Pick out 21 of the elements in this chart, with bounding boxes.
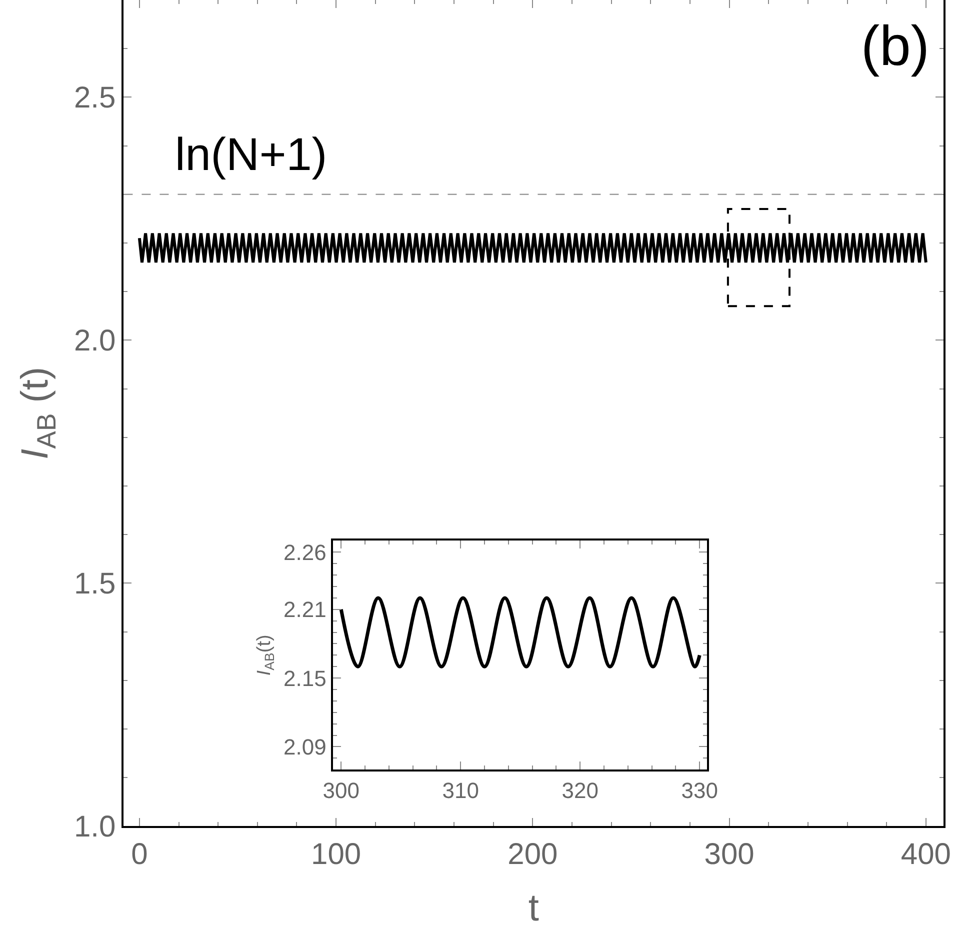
annotation: (b) [861, 14, 930, 77]
x-tick-label: 330 [681, 778, 718, 804]
x-tick-label: 0 [131, 838, 148, 872]
y-tick-label: 2.15 [284, 666, 326, 691]
y-tick-label: 1.0 [74, 810, 116, 844]
x-tick-label: 310 [442, 778, 479, 804]
ref-line-label: ln(N+1) [175, 128, 328, 180]
y-tick-label: 2.0 [74, 324, 116, 358]
x-tick-label: 320 [562, 778, 598, 804]
x-axis-title: t [528, 888, 540, 930]
x-tick-label: 200 [508, 838, 558, 872]
line-series [339, 596, 702, 668]
x-tick-label: 300 [322, 778, 360, 804]
y-tick-label: 2.09 [284, 734, 326, 760]
x-tick-label: 400 [900, 838, 951, 872]
x-tick-label: 300 [704, 838, 754, 872]
x-tick-label: 100 [311, 838, 362, 872]
y-tick-label: 2.21 [284, 597, 326, 622]
y-tick-label: 1.5 [74, 568, 116, 601]
y-tick-label: 2.26 [284, 540, 326, 565]
y-tick-label: 2.5 [74, 82, 116, 115]
